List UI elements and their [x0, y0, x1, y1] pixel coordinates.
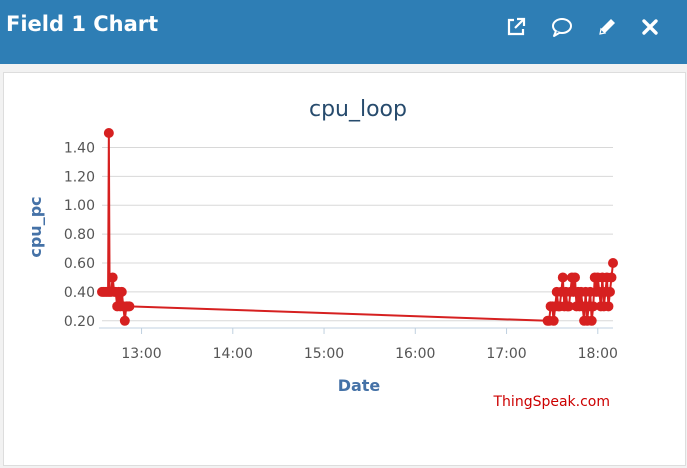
- close-icon-graphic: [642, 19, 658, 35]
- x-tick-label: 15:00: [304, 346, 344, 362]
- x-tick-label: 16:00: [395, 346, 435, 362]
- data-point[interactable]: [107, 272, 118, 283]
- y-axis: 0.20 0.40 0.60 0.80 1.00 1.20 1.40: [64, 140, 95, 329]
- y-tick-label: 0.40: [64, 285, 95, 301]
- grid-lines: [102, 146, 613, 322]
- x-tick-label: 18:00: [578, 346, 618, 362]
- close-icon[interactable]: [638, 15, 662, 39]
- x-axis-title: Date: [338, 376, 381, 395]
- comment-icon-graphic: [552, 18, 572, 37]
- chart-title: cpu_loop: [309, 97, 407, 122]
- y-tick-label: 1.20: [64, 169, 95, 185]
- series-line: [102, 132, 614, 322]
- y-tick-label: 1.00: [64, 198, 95, 214]
- pencil-icon[interactable]: [595, 15, 619, 39]
- data-point[interactable]: [603, 301, 614, 312]
- data-point[interactable]: [116, 286, 127, 297]
- y-tick-label: 0.80: [64, 227, 95, 243]
- x-tick-label: 14:00: [213, 346, 253, 362]
- data-point[interactable]: [119, 315, 130, 326]
- x-tick-label: 13:00: [121, 346, 161, 362]
- window-title: Field 1 Chart: [6, 12, 159, 36]
- y-axis-title: cpu_pc: [26, 196, 45, 257]
- data-point[interactable]: [606, 272, 617, 283]
- data-point[interactable]: [608, 258, 618, 268]
- thingspeak-credit-link[interactable]: ThingSpeak.com: [493, 394, 611, 410]
- data-point[interactable]: [586, 315, 597, 326]
- data-point[interactable]: [588, 301, 599, 312]
- data-point[interactable]: [548, 315, 559, 326]
- comment-icon[interactable]: [550, 15, 574, 39]
- x-tick-label: 17:00: [486, 346, 526, 362]
- chart-panel: 13:00 14:00 15:00 16:00 17:00 18:00 0.20 0.40 0…: [3, 72, 686, 466]
- y-tick-label: 0.20: [64, 314, 95, 330]
- y-tick-label: 1.40: [64, 140, 95, 156]
- line-chart: 13:00 14:00 15:00 16:00 17:00 18:00 0.200.400…: [26, 97, 618, 410]
- y-tick-label: 0.60: [64, 256, 95, 272]
- data-point[interactable]: [569, 272, 580, 283]
- x-axis: 13:00 14:00 15:00 16:00 17:00 18:00: [99, 327, 618, 362]
- external-link-icon[interactable]: [504, 15, 528, 39]
- external-link-icon-graphic: [507, 17, 526, 36]
- chart-window-header: Field 1 Chart: [0, 0, 687, 64]
- data-point[interactable]: [124, 301, 135, 312]
- data-point[interactable]: [604, 286, 615, 297]
- data-point[interactable]: [563, 301, 574, 312]
- pencil-icon-graphic: [599, 19, 615, 35]
- data-point[interactable]: [103, 128, 114, 138]
- data-point[interactable]: [557, 272, 568, 283]
- series-cpu: [97, 128, 618, 326]
